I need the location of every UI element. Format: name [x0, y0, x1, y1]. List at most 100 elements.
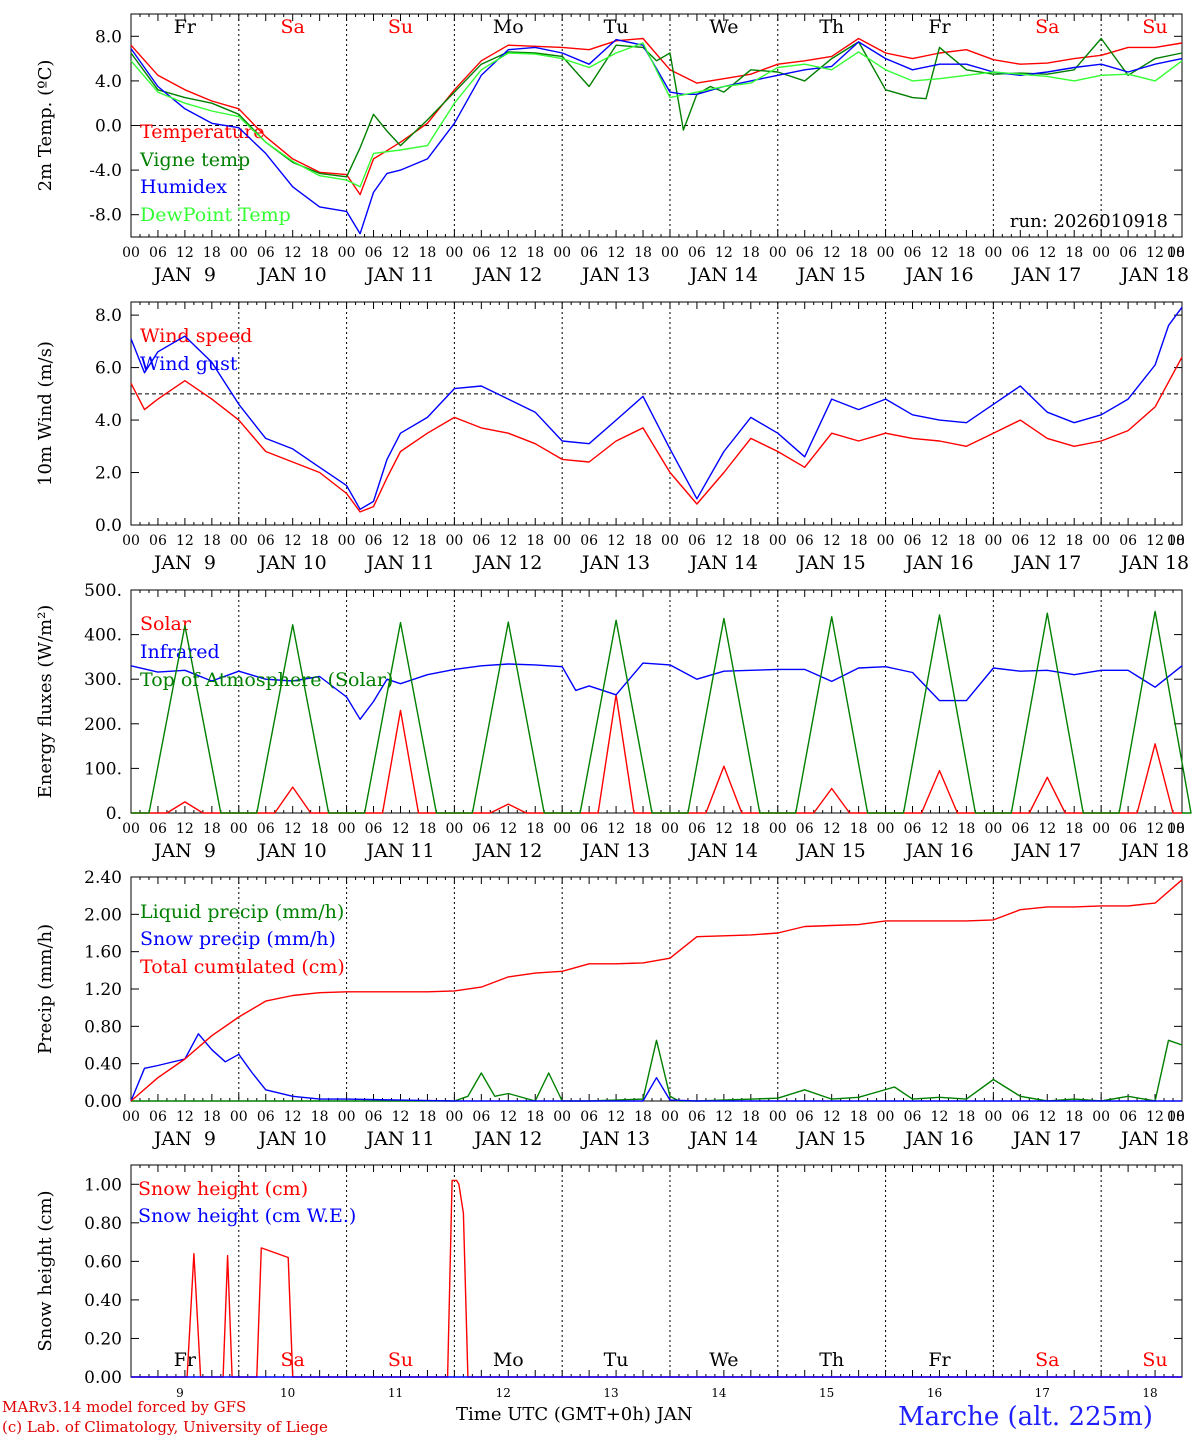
hour-tick-label: 00 — [1092, 245, 1110, 261]
hour-tick-label: 12 — [1146, 245, 1164, 261]
panel-energy: 0. 100. 200. 300. 400. 500. Energy fluxes (W/m… — [35, 581, 1192, 862]
day-name-label: Tu — [604, 1349, 629, 1371]
date-label: JAN 12 — [472, 1128, 542, 1150]
hour-tick-label: 12 — [284, 821, 302, 837]
hour-tick-label: 00 — [1092, 533, 1110, 549]
day-name-label: Su — [1142, 16, 1167, 38]
hour-tick-label: 06 — [257, 1109, 275, 1125]
hour-tick-label: 18 — [419, 821, 437, 837]
date-label: JAN 14 — [688, 552, 758, 574]
y-tick-label: 1.20 — [84, 980, 122, 1000]
legend-entry: DewPoint Temp — [140, 204, 291, 226]
hour-tick-label: 00 — [230, 533, 248, 549]
hour-tick-label: 06 — [1011, 533, 1029, 549]
hour-tick-label: 06 — [149, 533, 167, 549]
hour-tick-label: 00 — [769, 1109, 787, 1125]
hour-tick-label: 18 — [1065, 533, 1083, 549]
legend-entry: Liquid precip (mm/h) — [140, 901, 344, 923]
hour-tick-label: 06 — [688, 1109, 706, 1125]
y-axis-title: Snow height (cm) — [35, 1190, 56, 1351]
hour-tick-label: 18 — [526, 821, 544, 837]
hour-tick-label: 18 — [526, 533, 544, 549]
hour-tick-label: 18 — [742, 821, 760, 837]
date-label: JAN 13 — [580, 552, 650, 574]
hour-tick-label: 12 — [176, 821, 194, 837]
y-tick-label: 500. — [84, 581, 122, 601]
hour-tick-label: 12 — [931, 821, 949, 837]
hour-tick-label: 06 — [904, 1109, 922, 1125]
y-tick-label: 0.80 — [84, 1017, 122, 1037]
y-tick-label: 0.60 — [84, 1252, 122, 1272]
day-name-label: Fr — [928, 1349, 951, 1371]
hour-tick-label: 00 — [984, 245, 1002, 261]
hour-tick-label: 12 — [392, 533, 410, 549]
series-line-temperature — [130, 37, 1183, 196]
hour-tick-label: 18 — [526, 245, 544, 261]
hour-tick-label: 12 — [392, 245, 410, 261]
panel-temp: -8.0-4.00.04.08.02m Temp. (ºC)00 06 12 18 00… — [35, 13, 1189, 286]
hour-tick-label: 06 — [688, 245, 706, 261]
hour-tick-label: 18 — [957, 533, 975, 549]
hour-tick-label: 00 — [338, 1109, 356, 1125]
date-label: JAN 18 — [1119, 840, 1189, 862]
hour-tick-label: 12 — [931, 245, 949, 261]
hour-tick-label: 06 — [796, 533, 814, 549]
date-number-label: 13 — [603, 1386, 618, 1400]
legend-entry: Snow precip (mm/h) — [140, 928, 336, 950]
hour-tick-label: 06 — [1011, 1109, 1029, 1125]
hour-tick-label: 06 — [472, 245, 490, 261]
date-label: JAN 13 — [580, 1128, 650, 1150]
hour-tick-label: 06 — [149, 245, 167, 261]
hour-tick-label: 12 — [392, 821, 410, 837]
station-label: Marche (alt. 225m) — [898, 1402, 1153, 1432]
hour-tick-label: 18 — [203, 821, 221, 837]
day-name-label: We — [709, 16, 738, 38]
date-label: JAN 17 — [1011, 1128, 1081, 1150]
hour-tick-label: 00 — [1092, 821, 1110, 837]
y-tick-label: 4.0 — [95, 411, 122, 431]
date-label: JAN 10 — [257, 840, 327, 862]
y-tick-label: 2.40 — [84, 868, 122, 888]
date-label: JAN 15 — [796, 552, 866, 574]
y-tick-label: 400. — [84, 626, 122, 646]
plot-frame-wind — [130, 301, 1183, 526]
legend-entry: Snow height (cm) — [138, 1178, 308, 1200]
hour-tick-label: 12 — [284, 245, 302, 261]
hour-tick-label: 06 — [796, 1109, 814, 1125]
hour-tick-label: 06 — [904, 245, 922, 261]
y-tick-label: 6.0 — [95, 359, 122, 379]
hour-tick-label: 18 — [850, 821, 868, 837]
panel-precip: 0.00 0.40 0.80 1.20 1.60 2.00 2.40 Precip (mm/h… — [35, 868, 1189, 1150]
hour-tick-label: 06 — [472, 1109, 490, 1125]
series-line-liquid-precip-mm-h — [131, 1039, 1183, 1102]
date-label: JAN 11 — [364, 1128, 434, 1150]
hour-tick-label: 06 — [580, 1109, 598, 1125]
y-tick-label: 100. — [84, 759, 122, 779]
hour-tick-label: 06 — [149, 821, 167, 837]
hour-tick-label: 06 — [1119, 245, 1137, 261]
hour-tick-label: 18 — [311, 821, 329, 837]
hour-tick-label: 06 — [257, 245, 275, 261]
date-label: JAN 18 — [1119, 1128, 1189, 1150]
date-label: JAN 12 — [472, 840, 542, 862]
hour-tick-label: 06 — [472, 821, 490, 837]
hour-tick-label: 06 — [796, 245, 814, 261]
hour-tick-label: 06 — [365, 1109, 383, 1125]
hour-tick-label: 00 — [230, 1109, 248, 1125]
x-axis-title: Time UTC (GMT+0h) JAN — [456, 1404, 693, 1425]
date-label: JAN 13 — [580, 840, 650, 862]
y-tick-label: 0.80 — [84, 1214, 122, 1234]
hour-tick-label: 12 — [823, 821, 841, 837]
hour-tick-label: 00 — [338, 245, 356, 261]
hour-tick-label: 18 — [1167, 245, 1185, 261]
hour-tick-label: 18 — [203, 533, 221, 549]
date-label: JAN 9 — [152, 264, 216, 286]
day-name-label: Fr — [928, 16, 951, 38]
legend-entry: Top of Atmosphere (Solar) — [140, 669, 393, 691]
y-tick-label: 2.0 — [95, 464, 122, 484]
legend-entry: Solar — [140, 613, 192, 635]
hour-tick-label: 00 — [122, 1109, 140, 1125]
date-label: JAN 16 — [903, 1128, 973, 1150]
hour-tick-label: 12 — [607, 821, 625, 837]
hour-tick-label: 18 — [419, 1109, 437, 1125]
